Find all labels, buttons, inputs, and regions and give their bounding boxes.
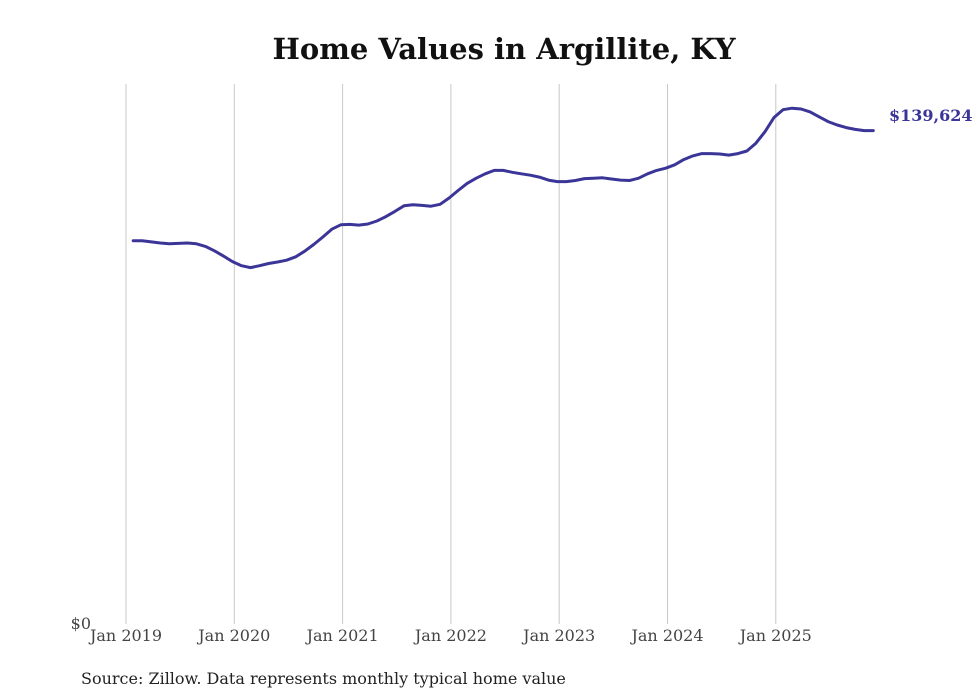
x-tick-label: Jan 2024	[629, 626, 703, 645]
x-tick-label: Jan 2019	[88, 626, 162, 645]
x-axis-tick-labels: Jan 2019 Jan 2020 Jan 2021 Jan 2022 Jan 2023…	[88, 626, 812, 645]
x-tick-label: Jan 2023	[521, 626, 595, 645]
y-tick-label-zero: $0	[71, 614, 91, 633]
x-tick-label: Jan 2022	[413, 626, 487, 645]
series-layer	[131, 106, 875, 270]
x-tick-label: Jan 2025	[738, 626, 812, 645]
series-end-value-label: $139,624	[889, 106, 973, 125]
vertical-gridlines	[125, 84, 777, 624]
source-note: Source: Zillow. Data represents monthly …	[81, 669, 566, 688]
chart-title: Home Values in Argillite, KY	[272, 32, 735, 66]
series-line-0	[131, 106, 875, 270]
x-tick-label: Jan 2021	[305, 626, 379, 645]
x-tick-label: Jan 2020	[196, 626, 270, 645]
